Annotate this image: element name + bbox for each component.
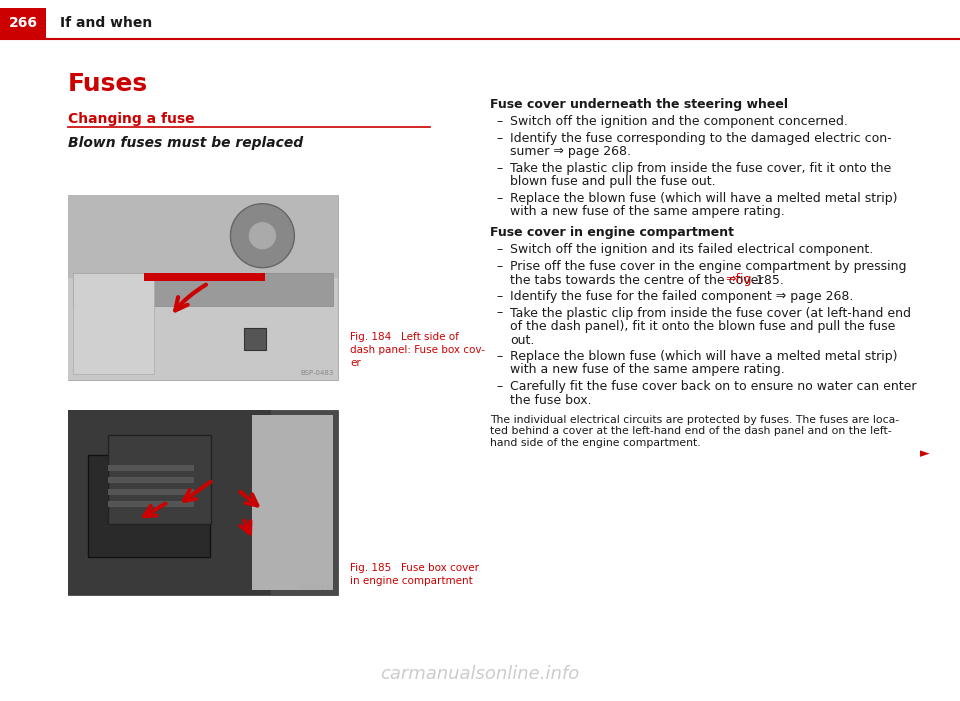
Text: –: – (496, 162, 502, 175)
Text: –: – (496, 192, 502, 205)
Bar (68, 278, 338, 380)
Polygon shape (249, 222, 276, 250)
Bar (68, 195, 338, 380)
Text: Switch off the ignition and its failed electrical component.: Switch off the ignition and its failed e… (510, 243, 874, 257)
Text: –: – (496, 290, 502, 303)
Bar (73, 273, 154, 374)
Bar (68, 410, 338, 595)
Text: of the dash panel), fit it onto the blown fuse and pull the fuse: of the dash panel), fit it onto the blow… (510, 320, 896, 333)
Bar (108, 477, 194, 483)
Text: with a new fuse of the same ampere rating.: with a new fuse of the same ampere ratin… (510, 364, 784, 376)
Text: –: – (496, 243, 502, 257)
Text: Identify the fuse corresponding to the damaged electric con-: Identify the fuse corresponding to the d… (510, 132, 892, 145)
Text: BSP-0483: BSP-0483 (300, 370, 334, 376)
Text: Replace the blown fuse (which will have a melted metal strip): Replace the blown fuse (which will have … (510, 192, 898, 205)
Text: out.: out. (510, 334, 535, 346)
Text: Fuses: Fuses (68, 72, 148, 96)
Text: Prise off the fuse cover in the engine compartment by pressing: Prise off the fuse cover in the engine c… (510, 260, 906, 273)
Bar (108, 465, 194, 471)
Text: Switch off the ignition and the component concerned.: Switch off the ignition and the componen… (510, 116, 848, 128)
Text: The individual electrical circuits are protected by fuses. The fuses are loca-: The individual electrical circuits are p… (490, 415, 900, 425)
Bar (108, 435, 210, 524)
Text: carmanualsonline.info: carmanualsonline.info (380, 665, 580, 683)
Text: Take the plastic clip from inside the fuse cover (at left-hand end: Take the plastic clip from inside the fu… (510, 306, 911, 320)
Bar (0, 8, 46, 38)
Text: Fuse cover in engine compartment: Fuse cover in engine compartment (490, 226, 734, 239)
Text: –: – (496, 350, 502, 363)
Text: Fig. 184   Left side of: Fig. 184 Left side of (350, 332, 459, 342)
Bar (88, 455, 209, 557)
Text: Take the plastic clip from inside the fuse cover, fit it onto the: Take the plastic clip from inside the fu… (510, 162, 891, 175)
Text: the fuse box.: the fuse box. (510, 393, 591, 407)
Bar (108, 501, 194, 507)
Bar (73, 273, 333, 306)
Text: with a new fuse of the same ampere rating.: with a new fuse of the same ampere ratin… (510, 205, 784, 219)
Text: If and when: If and when (60, 16, 153, 30)
Text: sumer ⇒ page 268.: sumer ⇒ page 268. (510, 146, 631, 158)
Text: Changing a fuse: Changing a fuse (68, 112, 195, 126)
Bar (108, 489, 194, 495)
Polygon shape (230, 204, 295, 268)
Text: ted behind a cover at the left-hand end of the dash panel and on the left-: ted behind a cover at the left-hand end … (490, 426, 892, 437)
Text: the tabs towards the centre of the cover: the tabs towards the centre of the cover (510, 273, 767, 287)
Text: Identify the fuse for the failed component ⇒ page 268.: Identify the fuse for the failed compone… (510, 290, 853, 303)
Text: –: – (496, 260, 502, 273)
Bar (252, 415, 332, 590)
Text: dash panel: Fuse box cov-: dash panel: Fuse box cov- (350, 345, 485, 355)
Text: –: – (496, 380, 502, 393)
Text: Carefully fit the fuse cover back on to ensure no water can enter: Carefully fit the fuse cover back on to … (510, 380, 917, 393)
Text: Fuse cover underneath the steering wheel: Fuse cover underneath the steering wheel (490, 98, 788, 111)
Text: BSP-0199: BSP-0199 (300, 585, 334, 591)
Text: ►: ► (921, 447, 930, 461)
Text: –: – (496, 132, 502, 145)
Text: Replace the blown fuse (which will have a melted metal strip): Replace the blown fuse (which will have … (510, 350, 898, 363)
Bar (244, 328, 266, 350)
Text: hand side of the engine compartment.: hand side of the engine compartment. (490, 438, 701, 448)
Bar (68, 410, 271, 595)
Text: ⇒fig.: ⇒fig. (725, 273, 756, 287)
Text: Fig. 185   Fuse box cover: Fig. 185 Fuse box cover (350, 563, 479, 573)
Text: blown fuse and pull the fuse out.: blown fuse and pull the fuse out. (510, 175, 715, 189)
Text: –: – (496, 306, 502, 320)
Text: –: – (496, 116, 502, 128)
Text: 266: 266 (9, 16, 37, 30)
Text: in engine compartment: in engine compartment (350, 576, 472, 586)
Bar (144, 273, 265, 281)
Text: Blown fuses must be replaced: Blown fuses must be replaced (68, 136, 303, 150)
Bar (68, 195, 338, 278)
Text: 185.: 185. (752, 273, 783, 287)
Text: er: er (350, 358, 361, 368)
